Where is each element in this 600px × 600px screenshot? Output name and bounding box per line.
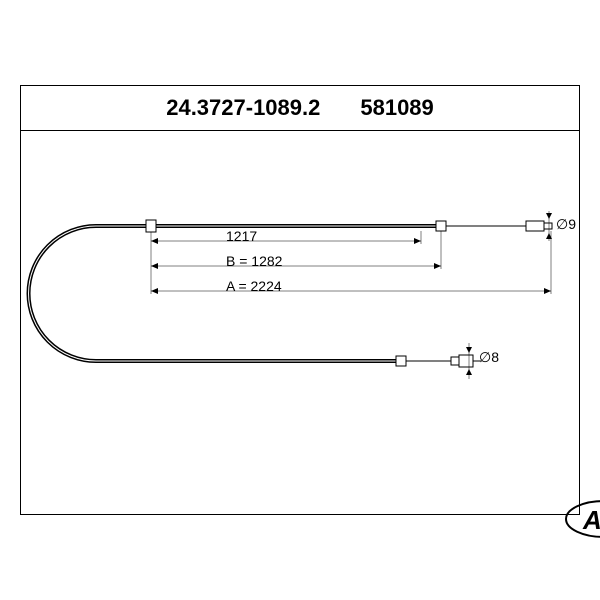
dia-bottom-arrow-down <box>466 369 472 375</box>
dim-b-label: B = 1282 <box>226 253 282 269</box>
logo-text: Ate <box>582 505 600 535</box>
cable-bend-inner <box>29 226 96 361</box>
dia-8-label: ∅8 <box>479 349 499 366</box>
cable-bend <box>29 226 96 361</box>
top-fitting-1 <box>436 221 446 231</box>
top-terminal <box>526 221 544 231</box>
alt-part-number: 581089 <box>360 95 433 121</box>
diagram-area: 1217 B = 1282 A = 2224 ∅9 ∅8 Ate <box>21 131 579 514</box>
main-part-number: 24.3727-1089.2 <box>166 95 320 121</box>
bottom-terminal-2 <box>459 355 473 367</box>
bottom-terminal-1 <box>451 357 459 365</box>
dia-9-label: ∅9 <box>556 216 576 233</box>
dim1-arrow-right <box>414 238 421 244</box>
dimb-arrow-left <box>151 263 158 269</box>
dim-a-label: A = 2224 <box>226 278 282 294</box>
dima-arrow-right <box>544 288 551 294</box>
dia-bottom-arrow-up <box>466 347 472 353</box>
technical-drawing-svg <box>21 131 581 516</box>
bottom-fitting-1 <box>396 356 406 366</box>
dim-1217-label: 1217 <box>226 228 257 244</box>
dimb-arrow-right <box>434 263 441 269</box>
top-ferrule <box>146 220 156 232</box>
dima-arrow-left <box>151 288 158 294</box>
dim1-arrow-left <box>151 238 158 244</box>
drawing-container: 24.3727-1089.2 581089 <box>20 85 580 515</box>
top-terminal-end <box>544 223 552 229</box>
dia-top-arrow-up <box>546 213 552 219</box>
header-bar: 24.3727-1089.2 581089 <box>21 86 579 131</box>
